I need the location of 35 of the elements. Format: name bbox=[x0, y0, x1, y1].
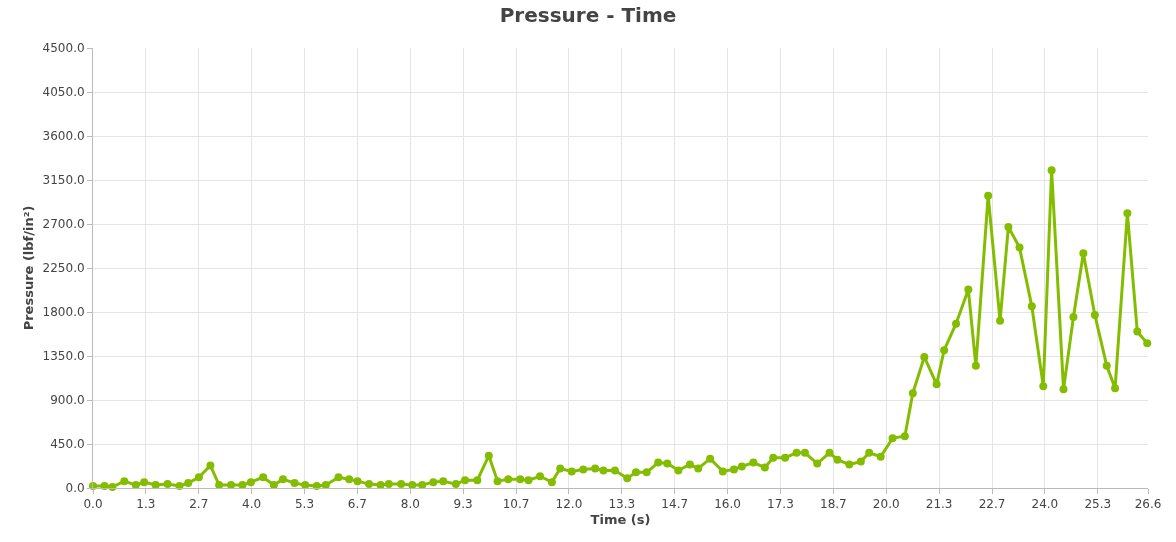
y-tick-label: 2700.0 bbox=[42, 217, 85, 232]
y-axis-title: Pressure (lbf/in²) bbox=[20, 205, 36, 331]
x-tick-label: 16.0 bbox=[714, 497, 741, 512]
chart-title: Pressure - Time bbox=[499, 3, 677, 28]
x-tick-label: 20.0 bbox=[872, 497, 900, 512]
y-tick-label: 4500.0 bbox=[42, 41, 85, 56]
y-tick-label: 3150.0 bbox=[42, 173, 85, 188]
x-tick-label: 13.3 bbox=[608, 497, 636, 512]
x-tick-label: 1.3 bbox=[136, 497, 156, 512]
y-tick-label: 2250.0 bbox=[42, 261, 85, 276]
y-tick-label: 0.0 bbox=[65, 481, 85, 496]
x-tick-label: 5.3 bbox=[294, 497, 315, 512]
y-tick-label: 1350.0 bbox=[42, 349, 85, 364]
x-axis-title: Time (s) bbox=[590, 512, 651, 527]
y-tick-label: 3600.0 bbox=[42, 129, 85, 144]
x-tick-label: 8.0 bbox=[400, 497, 420, 512]
x-tick-label: 22.7 bbox=[978, 497, 1006, 512]
x-tick-label: 21.3 bbox=[925, 497, 953, 512]
x-tick-label: 6.7 bbox=[347, 497, 367, 512]
x-tick-label: 4.0 bbox=[242, 497, 262, 512]
x-tick-label: 0.0 bbox=[83, 497, 103, 512]
y-tick-label: 1800.0 bbox=[42, 305, 85, 320]
x-tick-label: 2.7 bbox=[189, 497, 209, 512]
y-tick-label: 900.0 bbox=[50, 393, 85, 408]
x-tick-label: 17.3 bbox=[767, 497, 794, 512]
x-tick-label: 25.3 bbox=[1084, 497, 1112, 512]
x-tick-label: 24.0 bbox=[1031, 497, 1059, 512]
x-tick-label: 26.6 bbox=[1134, 497, 1162, 512]
x-tick-label: 9.3 bbox=[453, 497, 473, 512]
x-tick-label: 10.7 bbox=[502, 497, 530, 512]
x-tick-label: 14.7 bbox=[661, 497, 689, 512]
x-tick-label: 18.7 bbox=[820, 497, 847, 512]
y-tick-label: 4050.0 bbox=[42, 85, 85, 100]
x-tick-label: 12.0 bbox=[555, 497, 583, 512]
y-tick-label: 450.0 bbox=[50, 437, 85, 452]
